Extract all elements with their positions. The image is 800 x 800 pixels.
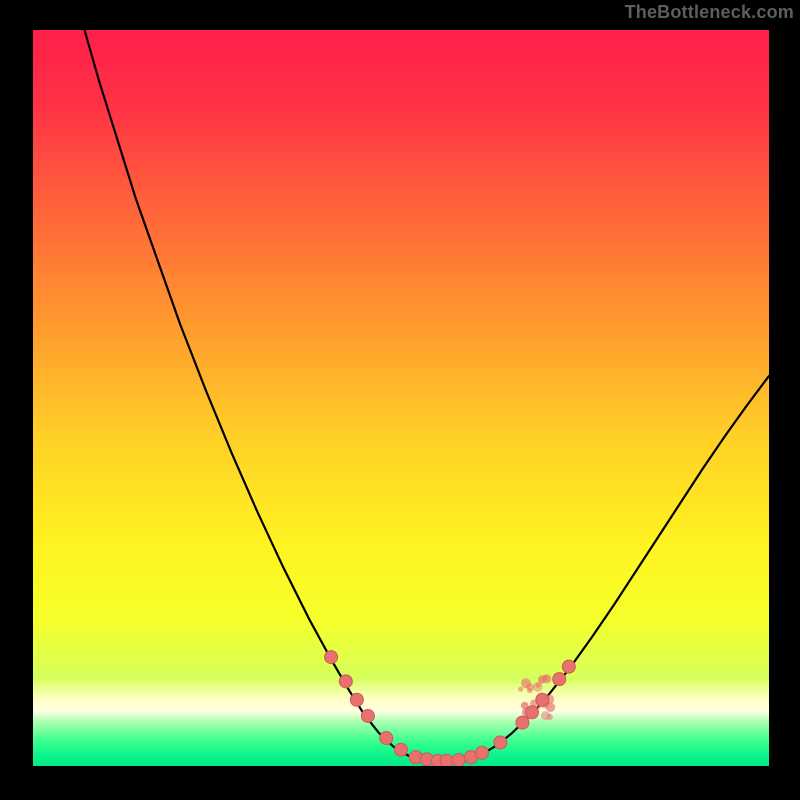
curve-marker [350, 693, 363, 706]
curve-marker [440, 754, 453, 766]
curve-markers [325, 651, 576, 766]
chart-frame: TheBottleneck.com [0, 0, 800, 800]
curve-marker [361, 709, 374, 722]
curve-marker [475, 746, 488, 759]
chart-overlay-svg [33, 30, 769, 766]
curve-marker [536, 693, 549, 706]
curve-marker [395, 743, 408, 756]
curve-marker [562, 660, 575, 673]
watermark-label: TheBottleneck.com [625, 2, 794, 23]
curve-marker [452, 754, 465, 766]
curve-marker [325, 651, 338, 664]
curve-marker [553, 673, 566, 686]
bottleneck-curve [85, 30, 769, 762]
curve-marker [516, 716, 529, 729]
curve-marker [339, 675, 352, 688]
curve-marker [380, 732, 393, 745]
curve-marker [494, 736, 507, 749]
curve-marker [526, 706, 539, 719]
plot-area [33, 30, 769, 766]
